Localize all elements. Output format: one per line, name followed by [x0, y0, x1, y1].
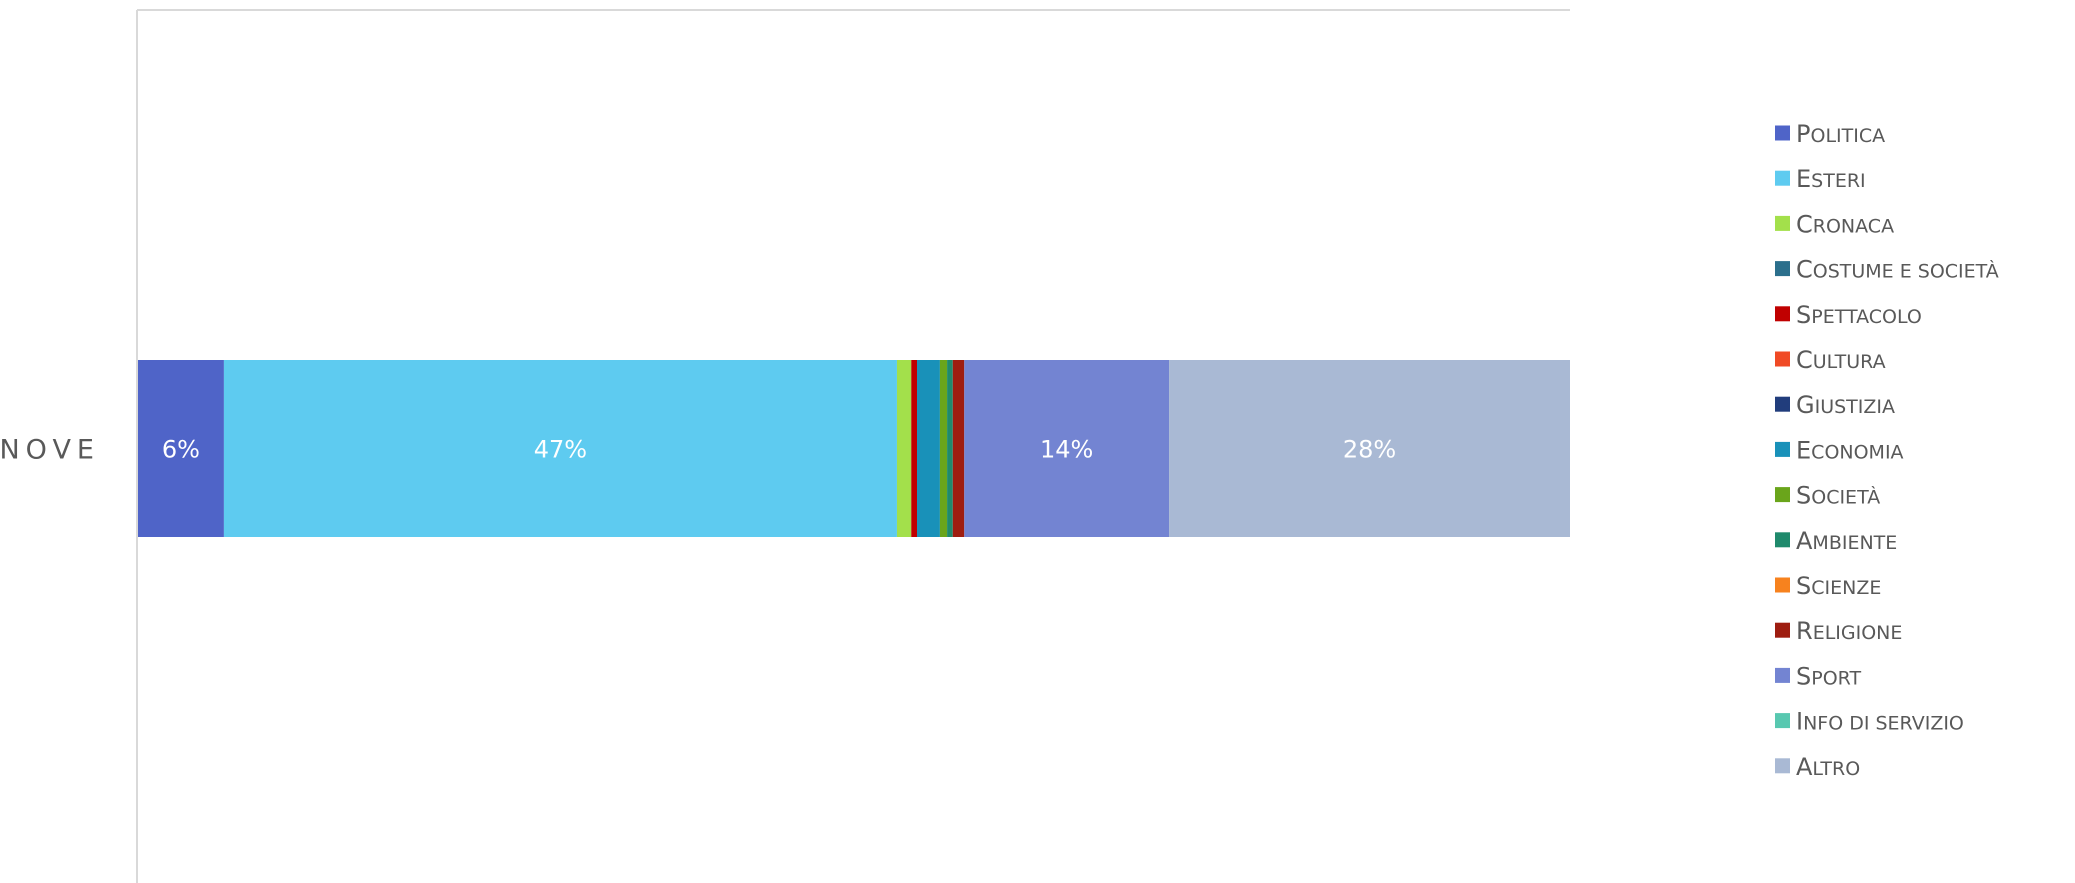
bar-segment-spettacolo[interactable] — [911, 360, 918, 537]
legend-item-economia: ECONOMIA — [1775, 436, 1904, 464]
legend-label-ambiente: AMBIENTE — [1796, 527, 1897, 555]
bar-segments — [138, 360, 1570, 537]
legend-item-cultura: CULTURA — [1775, 346, 1886, 374]
legend-swatch-religione — [1775, 622, 1790, 638]
bar-segment-politica[interactable] — [138, 360, 224, 537]
legend-item-info-di-servizio: INFO DI SERVIZIO — [1775, 708, 1964, 736]
bar-segment-altro[interactable] — [1169, 360, 1570, 537]
legend-label-costume-e-societa: COSTUME E SOCIETÀ — [1796, 256, 1999, 284]
legend-label-politica: POLITICA — [1796, 120, 1885, 148]
legend-label-spettacolo: SPETTACOLO — [1796, 301, 1922, 329]
legend-label-esteri: ESTERI — [1796, 165, 1866, 193]
legend-label-cultura: CULTURA — [1796, 346, 1886, 374]
legend-swatch-ambiente — [1775, 532, 1790, 548]
legend-swatch-sport — [1775, 667, 1790, 683]
bar-segment-religione[interactable] — [952, 360, 965, 537]
legend-item-giustizia: GIUSTIZIA — [1775, 391, 1895, 419]
legend-label-societa: SOCIETÀ — [1796, 482, 1880, 510]
category-label-nove: NOVE — [0, 435, 100, 466]
bar-segment-cronaca[interactable] — [896, 360, 912, 537]
legend-label-giustizia: GIUSTIZIA — [1796, 391, 1895, 419]
legend-item-cronaca: CRONACA — [1775, 210, 1894, 238]
legend-swatch-spettacolo — [1775, 306, 1790, 322]
data-label-sport: 14% — [1040, 436, 1093, 464]
legend-item-spettacolo: SPETTACOLO — [1775, 301, 1922, 329]
legend-label-economia: ECONOMIA — [1796, 436, 1904, 464]
legend-swatch-scienze — [1775, 577, 1790, 593]
legend-item-scienze: SCIENZE — [1775, 572, 1881, 600]
bar-segment-economia[interactable] — [917, 360, 940, 537]
bar-segment-esteri[interactable] — [223, 360, 897, 537]
legend-item-religione: RELIGIONE — [1775, 617, 1902, 645]
legend-swatch-cronaca — [1775, 215, 1790, 231]
legend-label-info-di-servizio: INFO DI SERVIZIO — [1796, 708, 1964, 736]
legend-item-costume-e-societa: COSTUME E SOCIETÀ — [1775, 256, 1999, 284]
legend-swatch-esteri — [1775, 170, 1790, 186]
legend-swatch-info-di-servizio — [1775, 713, 1790, 729]
data-label-altro: 28% — [1343, 436, 1396, 464]
legend-label-scienze: SCIENZE — [1796, 572, 1881, 600]
bar-segment-ambiente[interactable] — [947, 360, 953, 537]
data-label-politica: 6% — [162, 436, 200, 464]
legend-item-ambiente: AMBIENTE — [1775, 527, 1897, 555]
legend-label-sport: SPORT — [1796, 662, 1861, 690]
legend-label-altro: ALTRO — [1796, 753, 1860, 781]
legend-item-altro: ALTRO — [1775, 753, 1860, 781]
data-labels: 6% 47% 14% 28% — [162, 436, 1396, 464]
legend-swatch-politica — [1775, 125, 1790, 141]
legend: POLITICA ESTERI CRONACA COSTUME E SOCIETÀ SP… — [1775, 120, 1999, 781]
legend-label-cronaca: CRONACA — [1796, 210, 1894, 238]
legend-item-sport: SPORT — [1775, 662, 1861, 690]
legend-item-esteri: ESTERI — [1775, 165, 1866, 193]
legend-item-politica: POLITICA — [1775, 120, 1885, 148]
legend-item-societa: SOCIETÀ — [1775, 482, 1880, 510]
bar-segment-societa[interactable] — [939, 360, 948, 537]
legend-swatch-giustizia — [1775, 396, 1790, 412]
legend-swatch-societa — [1775, 487, 1790, 503]
legend-swatch-altro — [1775, 758, 1790, 774]
legend-label-religione: RELIGIONE — [1796, 617, 1902, 645]
bar-segment-sport[interactable] — [964, 360, 1170, 537]
legend-swatch-economia — [1775, 441, 1790, 457]
legend-swatch-costume-e-societa — [1775, 261, 1790, 277]
category-labels: NOVE — [0, 435, 100, 466]
data-label-esteri: 47% — [534, 436, 587, 464]
legend-swatch-cultura — [1775, 351, 1790, 367]
